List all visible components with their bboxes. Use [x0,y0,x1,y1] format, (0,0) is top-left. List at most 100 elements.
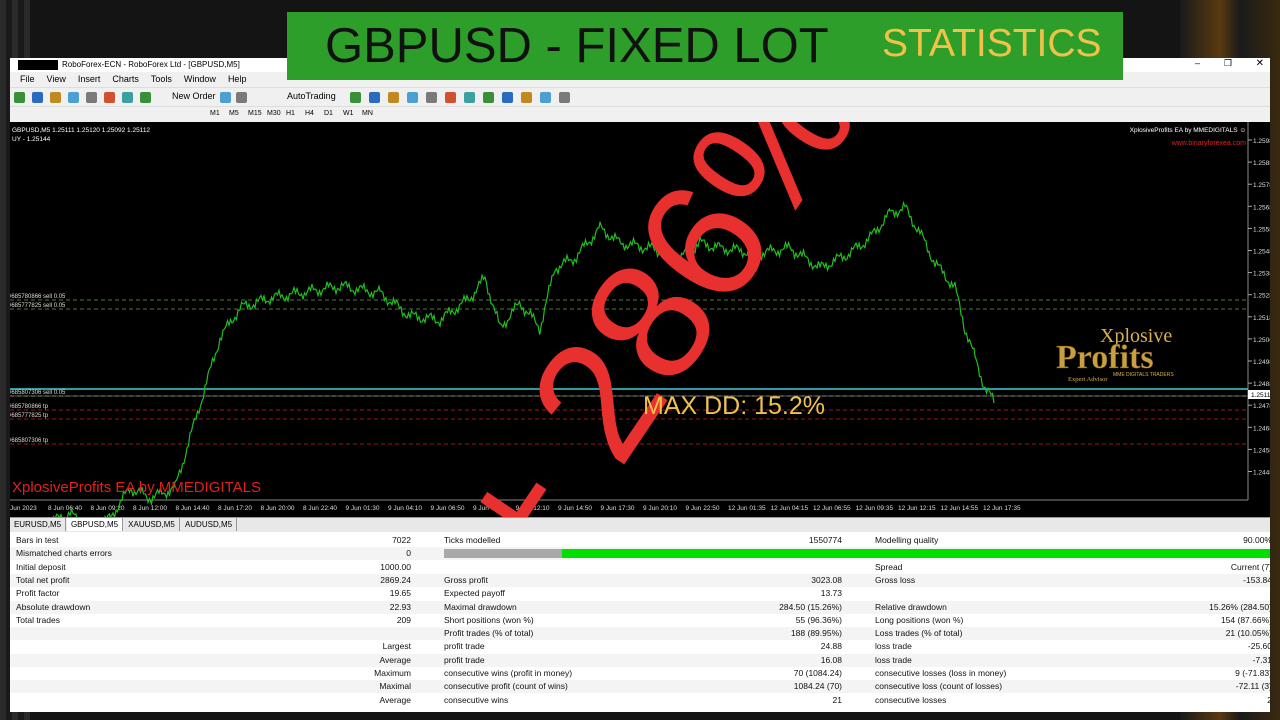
chart-tab[interactable]: AUDUSD,M5 [181,518,237,531]
order-label: #685780866 tp [10,404,49,410]
time-tick-label: 12 Jun 04:15 [771,505,809,512]
tool-icon[interactable] [104,92,115,103]
restore[interactable]: ❐ [1223,58,1232,68]
stat-label: loss trade [875,641,912,652]
stat-value: 209 [396,614,411,625]
price-line [52,200,995,517]
time-tick-label: 8 Jun 22:40 [303,505,337,512]
toolbar-button[interactable]: New Order [172,91,216,101]
stat-label: Long positions (won %) [875,614,964,625]
timeframe-button[interactable]: W1 [343,110,354,117]
chart-tab[interactable]: GBPUSD,M5 [67,518,123,531]
stat-label: consecutive wins [444,694,509,705]
stat-label: consecutive loss (count of losses) [875,681,1003,692]
tool-icon[interactable] [86,92,97,103]
time-tick-label: 9 Jun 06:50 [431,505,465,512]
tool-icon[interactable] [559,92,570,103]
tool-icon[interactable] [426,92,437,103]
stat-label: Mismatched charts errors [16,548,112,559]
price-tick-label: 1.2478 [1253,403,1270,410]
menu-item[interactable]: Tools [150,74,172,84]
time-tick-label: 9 Jun 09:30 [473,505,507,512]
time-tick-label: 9 Jun 01:30 [346,505,380,512]
redaction [18,60,58,70]
window-title: RoboForex-ECN - RoboForex Ltd - [GBPUSD,… [62,60,240,69]
tool-icon[interactable] [32,92,43,103]
report-row [10,600,1270,614]
stat-value: -72.11 (3) [1235,681,1270,692]
timeframe-button[interactable]: MN [362,110,373,117]
tool-icon[interactable] [407,92,418,103]
time-tick-label: 8 Jun 17:20 [218,505,252,512]
price-tick-label: 1.2506 [1253,337,1270,344]
timeframe-button[interactable]: D1 [324,110,333,117]
chart-tab[interactable]: XAUUSD,M5 [124,518,180,531]
timeframe-button[interactable]: M15 [248,110,262,117]
tool-icon[interactable] [220,92,231,103]
price-tick-label: 1.2458 [1253,447,1270,454]
stat-value: 24.88 [820,641,842,652]
stat-label: Gross loss [875,574,916,585]
menu-item[interactable]: Window [183,74,216,84]
tool-icon[interactable] [350,92,361,103]
stat-label: Short positions (won %) [444,614,534,625]
stat-label: Gross profit [444,574,488,585]
price-tick-label: 1.2518 [1253,315,1270,322]
stat-label: consecutive losses [875,694,947,705]
current-price: 1.2511 [1251,392,1270,399]
max-dd: MAX DD: 15.2% [643,392,825,420]
report-row [10,627,1270,641]
tool-icon[interactable] [68,92,79,103]
tool-icon[interactable] [369,92,380,103]
timeframe-button[interactable]: M1 [210,110,220,117]
current-price-box [1248,390,1270,399]
stat-label: consecutive wins (profit in money) [444,668,573,678]
report-row [10,587,1270,601]
toolbar-button[interactable]: AutoTrading [287,91,336,101]
stat-label: Total net profit [16,574,70,585]
tool-icon[interactable] [540,92,551,103]
menu-item[interactable]: Charts [112,74,139,84]
tool-icon[interactable] [140,92,151,103]
time-tick-label: 12 Jun 09:35 [856,505,894,512]
tool-icon[interactable] [445,92,456,103]
tool-icon[interactable] [483,92,494,103]
stat-value: 2 [1267,694,1270,705]
tool-icon[interactable] [122,92,133,103]
tool-icon[interactable] [388,92,399,103]
stat-label: profit trade [444,654,485,665]
stat-label: loss trade [875,654,912,665]
minimize[interactable]: – [1194,58,1200,68]
stat-label: Maximal drawdown [444,601,517,612]
timeframe-button[interactable]: M30 [267,110,281,117]
timeframe-button[interactable]: H4 [305,110,314,117]
chart-bg [10,122,1270,517]
time-tick-label: 12 Jun 12:15 [898,505,936,512]
menu-item[interactable]: Insert [77,74,101,84]
timeframe-button[interactable]: M5 [229,110,239,117]
report-row [10,640,1270,654]
tool-icon[interactable] [521,92,532,103]
report-row [10,613,1270,627]
tool-icon[interactable] [236,92,247,103]
toolbar: New Order AutoTrading [10,87,1270,107]
price-tick-label: 1.2548 [1253,249,1270,256]
menu-item[interactable]: Help [227,74,247,84]
timeframe-button[interactable]: H1 [286,110,295,117]
tool-icon[interactable] [14,92,25,103]
stat-value: Largest [382,641,411,652]
chart-tab[interactable]: EURUSD,M5 [10,518,66,531]
time-tick-label: 9 Jun 17:30 [601,505,635,512]
time-tick-label: 12 Jun 06:55 [813,505,851,512]
tool-icon[interactable] [50,92,61,103]
menu-item[interactable]: File [20,74,35,84]
tool-icon[interactable] [464,92,475,103]
stat-value: -25.60 [1247,641,1270,652]
quality-bar-green [562,549,1270,559]
chart: 1.2598 1.2588 1.2578 1.2568 1.2558 1.2548 1.25… [10,122,1270,517]
tool-icon[interactable] [502,92,513,103]
stat-value: Average [379,694,411,705]
menu-item[interactable]: View [46,74,66,84]
close[interactable]: ✕ [1255,58,1264,69]
stat-value: 1084.24 (70) [793,681,842,692]
